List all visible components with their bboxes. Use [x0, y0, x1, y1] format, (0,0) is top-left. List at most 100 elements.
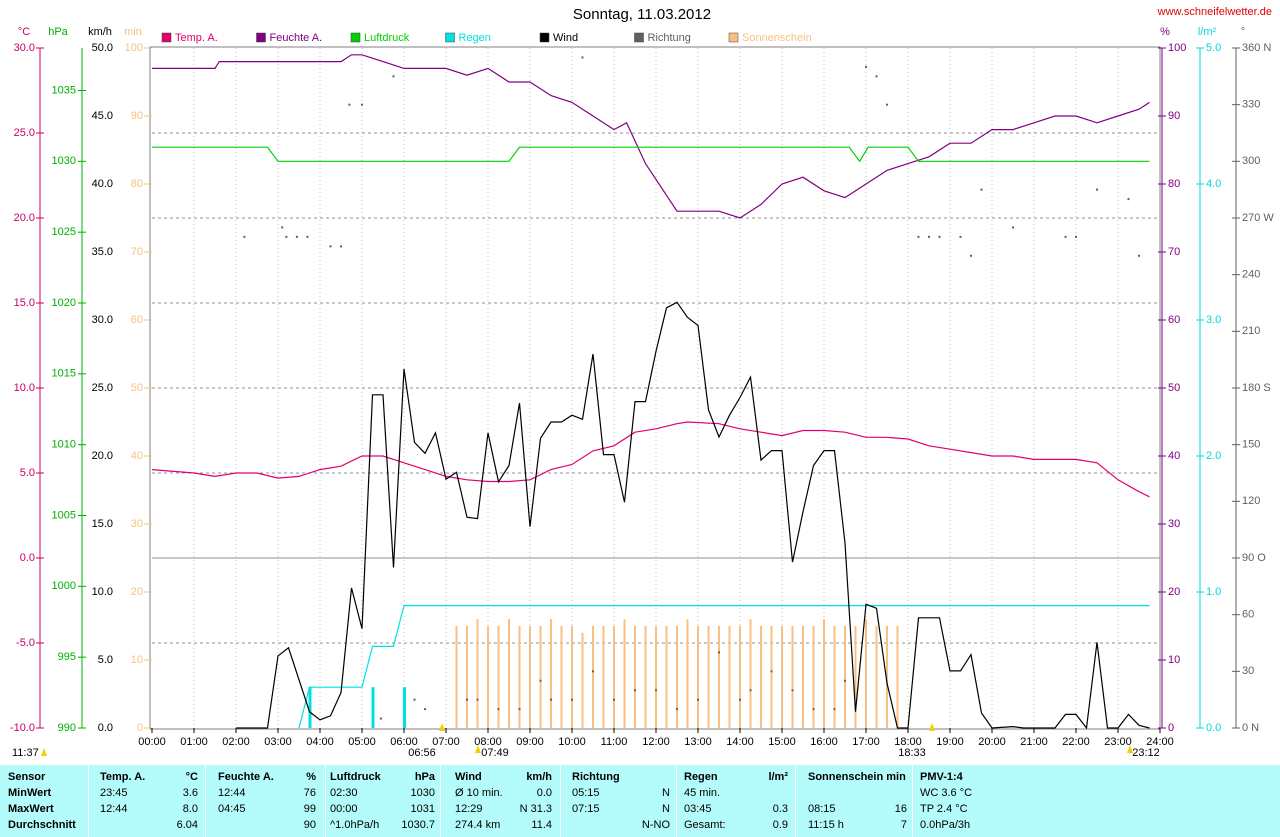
- y-tick-label: 90 O: [1242, 552, 1266, 564]
- y-tick-label: 80: [131, 178, 143, 190]
- direction-dot: [697, 698, 699, 701]
- y-tick-label: 60: [1168, 314, 1180, 326]
- y-tick-label: 20: [131, 586, 143, 598]
- table-cell: km/h: [526, 771, 552, 783]
- y-tick-label: -5.0: [16, 637, 35, 649]
- y-tick-label: 35.0: [92, 246, 113, 258]
- direction-dot: [392, 75, 395, 78]
- table-cell: ^1.0hPa/h: [330, 819, 380, 831]
- sunshine-bar: [697, 626, 699, 728]
- y-tick-label: 100: [125, 42, 143, 54]
- table-cell: 0.0: [536, 787, 552, 799]
- column-separator: [205, 765, 206, 837]
- y-tick-label: 0.0: [1206, 722, 1221, 734]
- table-cell: l/m²: [768, 771, 788, 783]
- y-tick-label: 20: [1168, 586, 1180, 598]
- source: www.schneifelwetter.de: [1157, 6, 1272, 18]
- sunshine-bar: [529, 626, 531, 728]
- sunshine-bar: [718, 626, 720, 728]
- table-cell: 11.4: [531, 819, 552, 831]
- table-cell: 12:29: [455, 803, 483, 815]
- sunshine-bar: [686, 619, 689, 728]
- series-line: [151, 421, 1150, 498]
- rain-bar: [308, 687, 312, 728]
- x-tick-label: 20:00: [978, 736, 1006, 748]
- direction-dot: [466, 698, 468, 701]
- table-cell: Feuchte A.: [218, 771, 274, 783]
- sunshine-bar: [781, 626, 783, 728]
- x-tick-label: 19:00: [936, 736, 964, 748]
- y-tick-label: 20.0: [14, 212, 35, 224]
- sunshine-bar: [865, 619, 867, 728]
- sunshine-bar: [728, 626, 731, 728]
- x-tick-label: 04:00: [306, 736, 334, 748]
- annotation: 07:49: [481, 747, 509, 759]
- sunshine-bar: [812, 626, 815, 728]
- table-cell: Luftdruck: [330, 771, 381, 783]
- legend-label: Feuchte A.: [270, 32, 323, 44]
- series-line: [236, 301, 1150, 730]
- y-tick-label: 1030: [52, 155, 76, 167]
- legend-label: Wind: [553, 32, 578, 44]
- direction-dot: [592, 670, 594, 673]
- table-cell: 23:45: [100, 787, 128, 799]
- sunshine-bar: [592, 626, 594, 728]
- sunshine-bar: [896, 626, 899, 728]
- sunshine-bar: [739, 626, 741, 728]
- direction-dot: [634, 689, 636, 692]
- direction-dot: [329, 245, 332, 248]
- direction-dot: [518, 708, 521, 711]
- table-cell: Durchschnitt: [8, 819, 76, 831]
- y-tick-label: 0: [1168, 722, 1174, 734]
- annotation: 23:12: [1132, 747, 1160, 759]
- x-tick-label: 00:00: [138, 736, 166, 748]
- rain-bar: [371, 687, 375, 728]
- y-tick-label: 50.0: [92, 42, 113, 54]
- x-tick-label: 03:00: [264, 736, 292, 748]
- direction-dot: [348, 103, 351, 106]
- table-cell: 90: [303, 819, 316, 831]
- direction-dot: [655, 689, 657, 692]
- table-cell: °C: [185, 771, 198, 783]
- table-cell: Wind: [455, 771, 482, 783]
- y-tick-label: 1000: [52, 580, 76, 592]
- series-line: [152, 54, 1150, 219]
- direction-dot: [1064, 235, 1067, 238]
- sunshine-bar: [623, 619, 626, 728]
- x-tick-label: 01:00: [180, 736, 208, 748]
- y-tick-label: 50: [131, 382, 143, 394]
- direction-dot: [340, 245, 342, 248]
- y-tick-label: 10: [1168, 654, 1180, 666]
- x-tick-label: 21:00: [1020, 736, 1048, 748]
- direction-dot: [295, 235, 298, 238]
- y-tick-label: 990: [58, 722, 76, 734]
- table-cell: 3.6: [182, 787, 198, 799]
- sunshine-bar: [466, 626, 468, 728]
- direction-dot: [497, 708, 500, 711]
- y-tick-label: 90: [1168, 110, 1180, 122]
- y-tick-label: 10: [131, 654, 143, 666]
- sunshine-bar: [560, 626, 563, 728]
- y-tick-label: 50: [1168, 382, 1180, 394]
- table-cell: 45 min.: [684, 787, 721, 799]
- column-separator: [560, 765, 561, 837]
- direction-dot: [833, 708, 836, 711]
- y-tick-label: 270 W: [1242, 212, 1274, 224]
- direction-dot: [791, 689, 794, 692]
- y-tick-label: 30.0: [92, 314, 113, 326]
- sunshine-bar: [487, 626, 489, 728]
- x-tick-label: 05:00: [348, 736, 376, 748]
- direction-dot: [749, 689, 752, 692]
- sunshine-bar: [634, 626, 636, 728]
- legend-label: Luftdruck: [364, 32, 410, 44]
- table-cell: 1030: [410, 787, 435, 799]
- column-separator: [795, 765, 796, 837]
- sunshine-bar: [875, 626, 878, 728]
- y-tick-label: 70: [1168, 246, 1180, 258]
- sunshine-bar: [676, 626, 678, 728]
- chart: Sonntag, 11.03.2012 www.schneifelwetter.…: [10, 6, 1274, 759]
- table-cell: 0.0hPa/3h: [920, 819, 971, 831]
- table-cell: Sensor: [8, 771, 46, 783]
- table-cell: 07:15: [572, 803, 600, 815]
- table-cell: MaxWert: [8, 803, 54, 815]
